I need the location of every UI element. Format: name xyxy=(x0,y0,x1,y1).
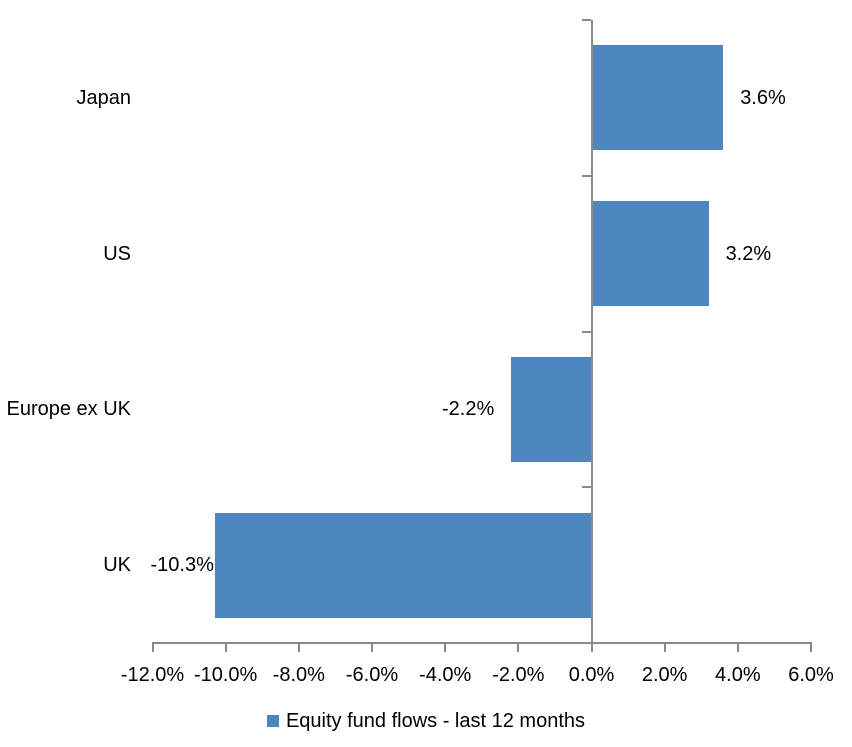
legend-label: Equity fund flows - last 12 months xyxy=(285,709,586,732)
x-axis-tick-6 xyxy=(590,644,593,652)
x-tick-label-9: 6.0% xyxy=(788,664,834,686)
x-tick-label-7: 2.0% xyxy=(641,664,688,686)
x-axis-line xyxy=(151,642,812,644)
legend: Equity fund flows - last 12 months xyxy=(0,708,852,734)
category-label-uk: UK xyxy=(103,554,131,577)
x-axis-tick-0 xyxy=(151,644,154,652)
category-label-japan: Japan xyxy=(76,86,132,109)
x-tick-label-4: -4.0% xyxy=(419,664,472,686)
bar-uk xyxy=(214,512,592,618)
x-axis-tick-4 xyxy=(444,644,447,652)
bar-japan xyxy=(591,45,724,151)
x-axis-tick-9 xyxy=(810,644,812,652)
y-axis-tick-0 xyxy=(581,19,591,21)
legend-swatch-icon xyxy=(266,715,279,727)
x-axis-tick-5 xyxy=(517,644,520,652)
x-axis-tick-7 xyxy=(663,644,666,652)
y-axis-tick-1 xyxy=(581,174,591,177)
y-axis-tick-3 xyxy=(581,486,591,489)
value-label-uk: -10.3% xyxy=(150,554,214,577)
x-axis-tick-3 xyxy=(371,644,373,652)
x-tick-label-0: -12.0% xyxy=(120,664,185,686)
value-label-europe-ex-uk: -2.2% xyxy=(442,398,495,421)
category-label-us: US xyxy=(103,242,131,265)
bar-europe-ex-uk xyxy=(511,356,592,462)
category-label-europe-ex-uk: Europe ex UK xyxy=(6,398,131,421)
value-label-japan: 3.6% xyxy=(740,86,786,109)
x-axis-tick-8 xyxy=(736,644,739,652)
x-tick-label-3: -6.0% xyxy=(345,664,399,686)
x-tick-label-8: 4.0% xyxy=(715,664,761,686)
x-axis-tick-2 xyxy=(297,644,300,652)
value-label-us: 3.2% xyxy=(725,242,772,265)
x-axis-tick-1 xyxy=(224,644,227,652)
bar-us xyxy=(591,201,709,307)
y-axis-line xyxy=(590,20,593,643)
x-tick-label-1: -10.0% xyxy=(193,664,258,686)
x-tick-label-6: 0.0% xyxy=(568,664,615,686)
y-axis-tick-2 xyxy=(581,330,591,333)
x-tick-label-2: -8.0% xyxy=(272,664,325,686)
x-tick-label-5: -2.0% xyxy=(492,664,545,686)
